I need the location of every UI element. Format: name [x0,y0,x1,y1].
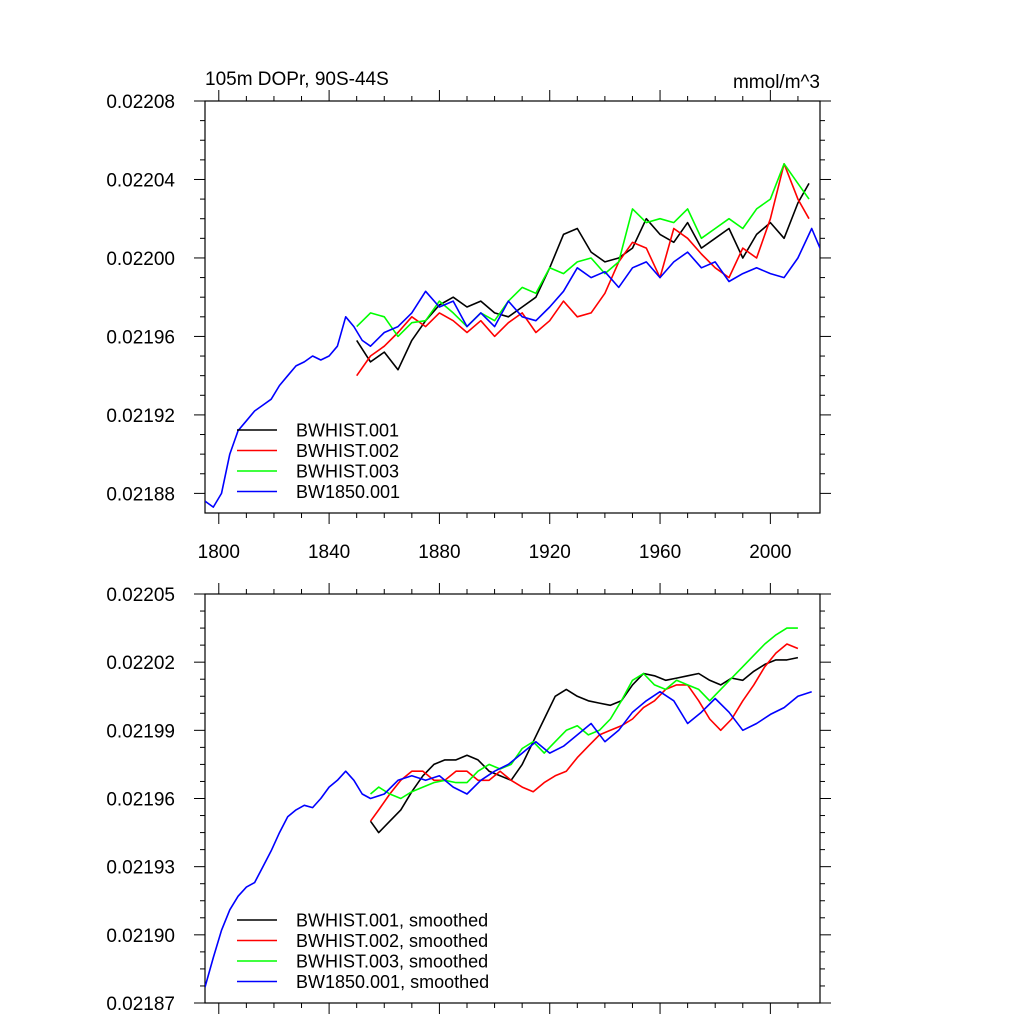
legend-label-2: BWHIST.002, smoothed [296,931,488,951]
legend-label-4: BW1850.001 [296,482,400,502]
bottom-panel: 0.02187 0.02190 0.02193 0.02196 0.02199 0.022… [106,583,831,1015]
top-panel: 105m DOPr, 90S-44S mmol/m^3 1800 1840 1880… [106,69,831,563]
legend-label-3: BWHIST.003 [296,462,399,482]
y-tick-label: 0.02196 [106,790,175,811]
chart-title-left: 105m DOPr, 90S-44S [205,69,389,90]
series-line-4 [205,690,812,988]
x-tick-label: 2000 [749,542,791,563]
series-group [205,163,820,508]
series-line-3 [356,163,810,338]
y-tick-label: 0.02200 [106,249,175,270]
series-line-1 [356,183,810,371]
legend-label-1: BWHIST.001, smoothed [296,911,488,931]
y-tick-label: 0.02188 [106,484,175,505]
series-group [205,627,812,988]
x-tick-label: 1880 [418,542,460,563]
x-tick-label: 1960 [639,542,681,563]
y-tick-label: 0.02192 [106,406,175,427]
legend-label-1: BWHIST.001 [296,421,399,441]
y-tick-label: 0.02204 [106,170,175,191]
y-tick-label: 0.02193 [106,858,175,879]
series-line-4 [205,227,820,508]
y-tick-label: 0.02208 [106,92,175,113]
legend-label-3: BWHIST.003, smoothed [296,952,488,972]
y-tick-label: 0.02199 [106,721,175,742]
series-line-2 [356,163,810,377]
y-tick-label: 0.02205 [106,585,175,606]
series-line-2 [369,643,799,822]
y-tick-label: 0.02187 [106,994,175,1015]
x-tick-label: 1840 [308,542,350,563]
series-line-1 [369,656,799,834]
y-tick-label: 0.02196 [106,327,175,348]
y-tick-label: 0.02202 [106,653,175,674]
x-tick-label: 1800 [198,542,240,563]
chart-units-label: mmol/m^3 [733,72,820,93]
y-tick-label: 0.02190 [106,926,175,947]
legend-label-2: BWHIST.002 [296,441,399,461]
x-tick-label: 1920 [529,542,571,563]
legend-label-4: BW1850.001, smoothed [296,972,489,992]
plot-frame [204,100,821,514]
